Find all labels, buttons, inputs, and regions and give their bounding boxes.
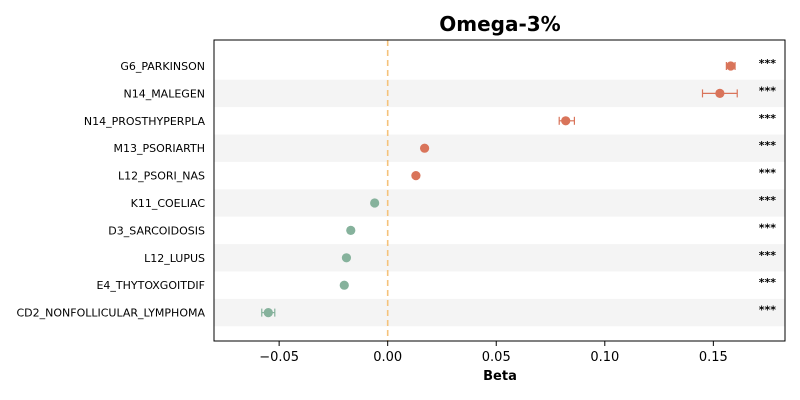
x-tick-label: −0.05 — [259, 350, 299, 365]
category-label: D3_SARCOIDOSIS — [108, 224, 205, 237]
significance-label: *** — [759, 194, 777, 207]
x-axis-title: Beta — [483, 369, 517, 384]
x-tick-label: 0.05 — [482, 350, 511, 365]
significance-label: *** — [759, 84, 777, 97]
data-point — [715, 88, 725, 98]
x-tick-label: 0.10 — [590, 350, 619, 365]
data-point — [726, 61, 736, 71]
x-tick-label: 0.00 — [373, 350, 402, 365]
significance-label: *** — [759, 139, 777, 152]
data-marks — [261, 61, 738, 318]
category-label: M13_PSORIARTH — [113, 142, 205, 155]
category-label: N14_PROSTHYPERPLA — [84, 115, 206, 128]
significance-label: *** — [759, 276, 777, 289]
row-bands — [214, 79, 785, 327]
significance-label: *** — [759, 57, 777, 70]
data-point — [263, 308, 273, 318]
chart-title: Omega-3% — [439, 12, 560, 36]
data-point — [370, 198, 380, 208]
row-band — [214, 244, 785, 272]
row-band — [214, 298, 785, 327]
category-label: L12_LUPUS — [144, 252, 205, 265]
significance-label: *** — [759, 167, 777, 180]
category-label: K11_COELIAC — [131, 197, 206, 210]
significance-labels: *** *** *** *** *** *** *** *** *** *** — [759, 57, 777, 317]
significance-label: *** — [759, 112, 777, 125]
significance-label: *** — [759, 249, 777, 262]
category-label: N14_MALEGEN — [123, 87, 205, 100]
data-point — [561, 116, 571, 126]
data-point — [341, 253, 352, 263]
x-tick-label: 0.15 — [699, 350, 728, 365]
row-band — [214, 189, 785, 217]
data-point — [346, 225, 356, 235]
category-label: E4_THYTOXGOITDIF — [96, 279, 205, 292]
category-label: L12_PSORI_NAS — [118, 170, 205, 183]
significance-label: *** — [759, 221, 777, 234]
category-labels: G6_PARKINSON N14_MALEGEN N14_PROSTHYPERPLA… — [17, 60, 206, 320]
x-axis-ticks: −0.05 0.00 0.05 0.10 0.15 — [259, 341, 728, 365]
row-band — [214, 134, 785, 162]
row-band — [214, 79, 785, 108]
data-point — [411, 171, 421, 181]
category-label: CD2_NONFOLLICULAR_LYMPHOMA — [17, 307, 206, 320]
data-point — [419, 143, 430, 153]
data-point — [339, 280, 349, 290]
category-label: G6_PARKINSON — [120, 60, 205, 73]
plot-frame — [213, 39, 786, 342]
significance-label: *** — [759, 304, 777, 317]
